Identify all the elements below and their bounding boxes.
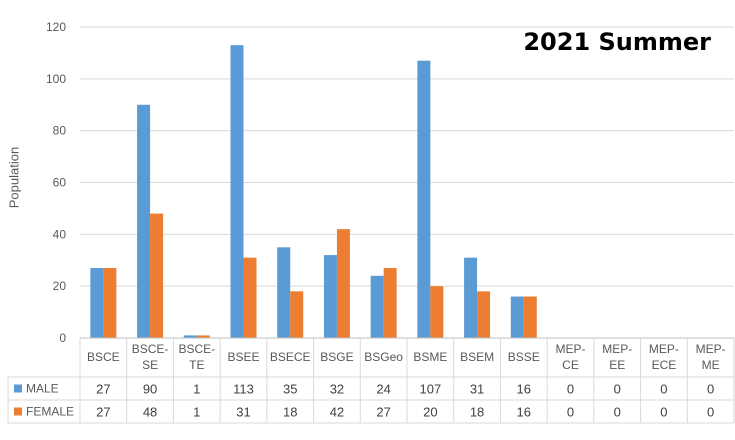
chart-title: 2021 Summer (523, 28, 711, 56)
y-axis-label: Population (6, 146, 22, 209)
y-tick-label: 40 (53, 227, 67, 241)
bar-male (183, 335, 197, 338)
x-tick-label: BSEM (460, 350, 494, 364)
y-tick-label: 60 (53, 176, 67, 190)
bar-male (230, 45, 244, 339)
bar-female (336, 229, 350, 338)
table-value: 18 (470, 405, 484, 420)
table-value: 0 (567, 382, 574, 397)
table-value: 16 (517, 382, 531, 397)
y-tick-label: 100 (46, 72, 66, 86)
x-tick-label: EE (609, 358, 625, 372)
bar-male (417, 60, 431, 339)
x-tick-label: MEP- (649, 342, 679, 356)
y-tick-label: 80 (53, 124, 67, 138)
table-value: 0 (614, 405, 621, 420)
table-value: 24 (376, 382, 390, 397)
x-tick-label: MEP- (602, 342, 632, 356)
legend-label-male: MALE (26, 382, 59, 396)
y-tick-label: 120 (46, 20, 66, 34)
table-value: 0 (614, 382, 621, 397)
table-value: 113 (233, 382, 254, 397)
table-value: 27 (96, 405, 110, 420)
table-value: 32 (330, 382, 344, 397)
table-value: 18 (283, 405, 297, 420)
x-tick-label: MEP- (696, 342, 726, 356)
y-tick-label: 20 (53, 279, 67, 293)
legend-label-female: FEMALE (26, 405, 74, 419)
table-value: 20 (423, 405, 437, 420)
bar-male (323, 255, 337, 338)
legend-key-male (14, 384, 22, 393)
table-value: 16 (517, 405, 531, 420)
x-tick-label: BSME (413, 350, 447, 364)
bar-male (464, 257, 478, 338)
bar-female (430, 286, 444, 338)
bar-male (90, 268, 104, 338)
table-value: 31 (236, 405, 250, 420)
bar-female (103, 268, 117, 338)
x-tick-label: BSGeo (364, 350, 403, 364)
legend-key-female (14, 407, 22, 416)
bar-male (370, 275, 384, 338)
bar-female (477, 291, 491, 338)
x-tick-label: BSSE (508, 350, 540, 364)
x-tick-label: SE (142, 358, 158, 372)
table-value: 107 (420, 382, 442, 397)
table-value: 31 (470, 382, 484, 397)
bar-female (383, 268, 397, 338)
table-value: 27 (96, 382, 110, 397)
table-value: 0 (707, 382, 714, 397)
table-value: 48 (143, 405, 157, 420)
x-tick-label: TE (189, 358, 204, 372)
table-value: 1 (193, 405, 200, 420)
bar-male (137, 104, 151, 338)
table-value: 42 (330, 405, 344, 420)
table-value: 0 (660, 382, 667, 397)
bar-female (523, 296, 537, 338)
bar-male (277, 247, 291, 338)
bar-female (243, 257, 257, 338)
x-tick-label: BSCE- (132, 342, 169, 356)
bar-female (150, 213, 164, 338)
table-value: 0 (707, 405, 714, 420)
x-tick-label: MEP- (556, 342, 586, 356)
x-tick-label: BSECE (270, 350, 311, 364)
table-value: 90 (143, 382, 157, 397)
table-value: 1 (193, 382, 200, 397)
x-tick-label: CE (562, 358, 579, 372)
x-tick-label: BSCE- (178, 342, 215, 356)
x-tick-label: ECE (652, 358, 677, 372)
x-tick-label: BSCE (87, 350, 120, 364)
table-value: 35 (283, 382, 297, 397)
table-value: 0 (660, 405, 667, 420)
x-tick-label: ME (702, 358, 720, 372)
bar-female (196, 335, 210, 338)
table-value: 27 (376, 405, 390, 420)
x-tick-label: BSEE (227, 350, 259, 364)
bar-male (510, 296, 524, 338)
table-value: 0 (567, 405, 574, 420)
bar-female (290, 291, 304, 338)
y-tick-label: 0 (59, 331, 66, 345)
x-tick-label: BSGE (320, 350, 353, 364)
